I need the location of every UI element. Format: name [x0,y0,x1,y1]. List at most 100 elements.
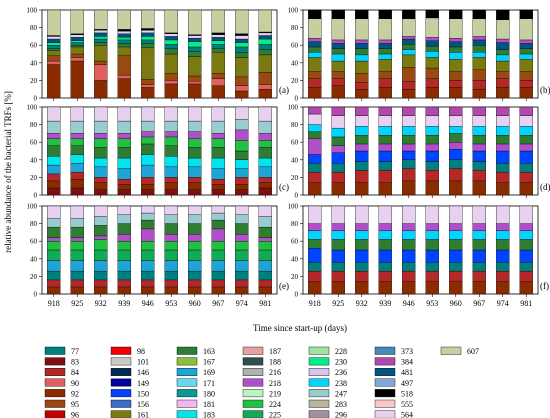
legend-label: 83 [71,358,79,367]
bar-segment-564 [449,115,463,127]
bar-segment-92 [355,89,369,99]
bar-segment-218 [449,142,463,150]
legend-label: 228 [335,347,347,356]
bar-segment-607 [235,9,249,34]
bar-segment-247 [117,120,131,134]
bar-segment-84 [496,270,510,282]
bar-segment-150 [331,152,345,164]
bar-segment-77 [355,262,369,272]
bar-segment-564 [496,115,510,127]
bar-segment-247 [188,120,202,132]
bar-segment-230 [258,38,272,45]
bar-segment-77 [188,270,202,281]
legend-swatch [242,346,264,355]
bar-segment-481 [472,39,486,46]
bar-segment-218 [94,235,108,240]
bar-segment-218 [519,143,533,152]
bar-segment-84 [117,279,131,288]
bar-segment-238 [308,230,322,240]
legend-label: 224 [269,400,281,409]
legend-label: 497 [401,379,413,388]
bar-segment-224 [235,241,249,251]
bar-segment-84 [355,170,369,183]
bar-segment-92 [519,87,533,99]
bar-segment-77 [47,270,61,281]
legend-item: 518 [374,389,413,398]
legend-item: 77 [44,346,79,356]
bar-segment-163 [449,239,463,251]
bar-segment-92 [331,85,345,99]
legend-swatch [374,357,396,366]
legend-label: 149 [137,379,149,388]
bar-segment-238 [496,126,510,136]
legend-swatch [44,389,66,398]
plot-frame [302,106,539,196]
y-tick-label: 40 [291,255,299,263]
bar-segment-92 [496,87,510,99]
y-tick-label: 40 [291,156,299,164]
legend-item: 247 [308,389,347,398]
legend-label: 607 [467,347,479,356]
bar-segment-564 [188,205,202,215]
bar-segment-95 [519,71,533,81]
y-tick-label: 100 [27,203,38,211]
y-tick-label: 0 [34,95,38,103]
bar-segment-150 [425,249,439,263]
bar-segment-84 [164,279,178,288]
bar-segment-84 [331,270,345,282]
bar-segment-218 [308,223,322,231]
panel-d: 0 20 40 60 80 100 (d) [288,104,550,200]
bar-segment-238 [378,126,392,136]
bar-segment-183 [70,154,84,164]
bar-segment-150 [519,249,533,263]
bar-segment-607 [355,18,369,41]
bar-segment-247 [47,218,61,228]
bar-segment-163 [117,43,131,48]
bar-segment-92 [402,180,416,196]
bar-segment-238 [331,127,345,138]
bar-segment-163 [164,145,178,157]
bar-segment-84 [355,81,369,90]
bar-segment-481 [235,38,249,43]
legend-swatch [176,346,198,355]
bar-segment-564 [164,106,178,122]
bar-segment-218 [188,131,202,139]
bar-segment-77 [425,262,439,272]
bar-segment-224 [188,241,202,251]
bar-segment-607 [449,18,463,39]
bar-segment-169 [141,164,155,178]
legend-swatch [308,410,330,418]
bar-segment-84 [519,171,533,183]
plot-frame [302,205,539,295]
bar-segment-224 [164,241,178,251]
bar-segment-607 [496,19,510,40]
bar-segment-247 [211,212,225,221]
bar-segment-218 [449,37,463,42]
bar-segment-218 [258,133,272,141]
bar-segment-218 [331,223,345,231]
legend-swatch [44,357,66,366]
bar-segment-564 [117,106,131,122]
bar-segment-163 [449,46,463,53]
bar-segment-225 [258,249,272,261]
bar-segment-183 [235,159,249,169]
bar-segment-77 [308,163,322,173]
bar-segment-238 [425,51,439,58]
plot-frame [302,9,539,99]
legend-item: 218 [242,378,281,388]
bar-segment-92 [308,182,322,196]
bar-segment-161 [94,45,108,62]
bar-segment-169 [47,164,61,175]
y-tick-label: 100 [288,7,299,15]
bar-segment-481 [164,36,178,41]
bar-segment-238 [449,230,463,240]
legend-label: 296 [335,411,347,418]
bar-segment-84 [331,78,345,86]
y-tick-label: 40 [30,156,38,164]
legend-label: 216 [269,368,281,377]
y-tick-label: 100 [27,104,38,112]
bar-segment-95 [331,71,345,79]
bar-segment-564 [211,106,225,122]
bar-segment-77 [355,161,369,171]
bar-segment-481 [449,41,463,48]
